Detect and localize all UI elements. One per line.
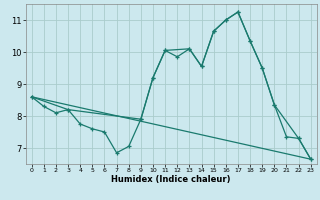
X-axis label: Humidex (Indice chaleur): Humidex (Indice chaleur): [111, 175, 231, 184]
